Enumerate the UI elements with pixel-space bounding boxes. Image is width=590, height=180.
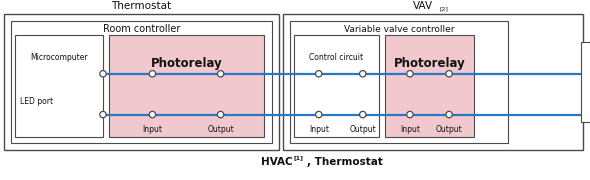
Text: Photorelay: Photorelay: [150, 57, 222, 70]
Text: Variable valve controller: Variable valve controller: [344, 24, 454, 33]
Circle shape: [217, 111, 224, 118]
Circle shape: [446, 111, 453, 118]
Text: Output: Output: [349, 125, 376, 134]
Bar: [4, 14, 279, 150]
Text: , Thermostat: , Thermostat: [307, 157, 383, 167]
Circle shape: [217, 71, 224, 77]
Circle shape: [407, 111, 413, 118]
Text: Control circuit: Control circuit: [309, 53, 363, 62]
Bar: [15, 35, 103, 137]
Bar: [283, 14, 583, 150]
Text: Thermostat: Thermostat: [112, 1, 172, 11]
Circle shape: [149, 71, 156, 77]
Circle shape: [359, 111, 366, 118]
Text: Output: Output: [435, 125, 463, 134]
Circle shape: [407, 71, 413, 77]
Text: LED port: LED port: [20, 97, 53, 106]
Text: HVAC: HVAC: [261, 157, 293, 167]
Text: Input: Input: [142, 125, 162, 134]
Text: VAV: VAV: [413, 1, 433, 11]
Text: [2]: [2]: [440, 6, 449, 11]
Bar: [294, 35, 379, 137]
Text: Output: Output: [207, 125, 234, 134]
Bar: [581, 42, 590, 122]
Circle shape: [100, 71, 106, 77]
Circle shape: [316, 111, 322, 118]
Text: Input: Input: [400, 125, 420, 134]
Circle shape: [149, 111, 156, 118]
Circle shape: [316, 71, 322, 77]
Text: [1]: [1]: [293, 156, 303, 161]
Circle shape: [100, 111, 106, 118]
Bar: [290, 21, 508, 143]
Text: Photorelay: Photorelay: [394, 57, 466, 70]
Circle shape: [359, 71, 366, 77]
Text: Room controller: Room controller: [103, 24, 180, 34]
Text: Input: Input: [309, 125, 329, 134]
Bar: [11, 21, 272, 143]
Circle shape: [446, 71, 453, 77]
Bar: [385, 35, 474, 137]
Text: Microcomputer: Microcomputer: [30, 53, 88, 62]
Bar: [109, 35, 264, 137]
